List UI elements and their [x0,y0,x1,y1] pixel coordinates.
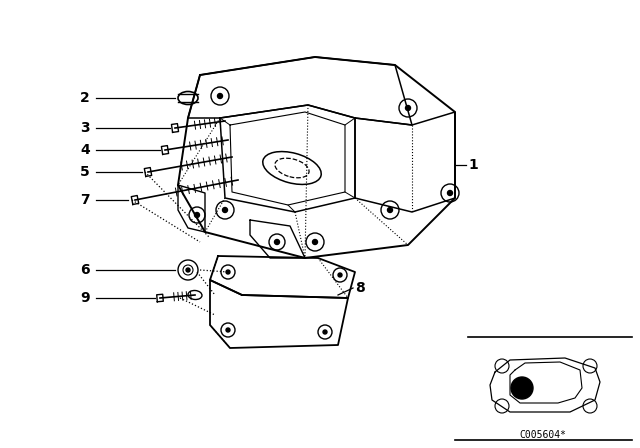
Circle shape [223,207,227,212]
Circle shape [312,240,317,245]
Circle shape [195,212,200,217]
Circle shape [406,105,410,111]
Circle shape [447,190,452,195]
Circle shape [275,240,280,245]
Text: 7: 7 [81,193,90,207]
Text: 9: 9 [81,291,90,305]
Text: 1: 1 [468,158,477,172]
Text: C005604*: C005604* [520,430,566,440]
Text: 6: 6 [81,263,90,277]
Circle shape [186,268,190,272]
Text: 2: 2 [80,91,90,105]
Circle shape [338,273,342,277]
Circle shape [387,207,392,212]
Text: 4: 4 [80,143,90,157]
Circle shape [323,330,327,334]
Text: 8: 8 [355,281,365,295]
Text: 5: 5 [80,165,90,179]
Text: 3: 3 [81,121,90,135]
Circle shape [226,270,230,274]
Circle shape [226,328,230,332]
Circle shape [511,377,533,399]
Circle shape [218,94,223,99]
